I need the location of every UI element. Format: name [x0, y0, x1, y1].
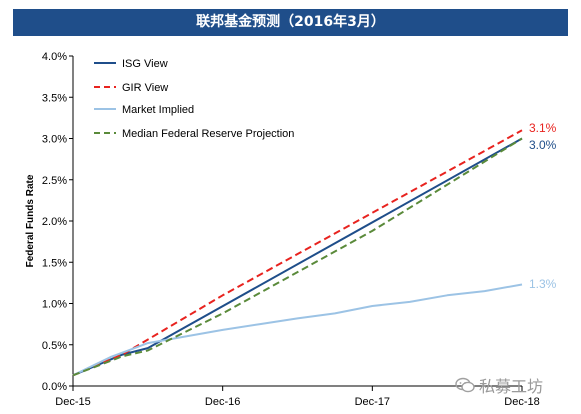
- wechat-icon: [455, 377, 475, 393]
- series-line-2: [72, 283, 523, 377]
- y-tick-label: 0.0%: [42, 381, 67, 393]
- chart-axes: 0.0% 0.5% 1.0% 1.5% 2.0% 2.5% 3.0% 3.5% 4.0% Dec-…: [25, 51, 540, 408]
- legend-label: Median Federal Reserve Projection: [122, 128, 294, 140]
- end-value-label: 3.0%: [529, 138, 557, 152]
- y-tick-label: 1.0%: [42, 299, 67, 311]
- y-tick-label: 0.5%: [42, 340, 67, 352]
- end-value-label: 1.3%: [529, 277, 557, 291]
- chart-title: 联邦基金预测（2016年3月）: [13, 9, 568, 36]
- series-line-1: [72, 129, 523, 377]
- x-tick-label: Dec-17: [355, 396, 390, 408]
- end-labels: 3.0% 3.1% 1.3%: [529, 121, 557, 291]
- end-value-label: 3.1%: [529, 121, 557, 135]
- series-line-0: [72, 137, 523, 377]
- x-tick-label: Dec-18: [504, 396, 539, 408]
- x-tick-label: Dec-15: [55, 396, 90, 408]
- y-tick-label: 2.5%: [42, 175, 67, 187]
- series-line-3: [72, 137, 523, 377]
- watermark: 私募工坊: [455, 373, 543, 397]
- y-tick-label: 1.5%: [42, 257, 67, 269]
- x-tick-label: Dec-16: [205, 396, 240, 408]
- legend-label: Market Implied: [122, 104, 194, 116]
- legend-label: ISG View: [122, 58, 168, 70]
- watermark-text: 私募工坊: [479, 377, 544, 396]
- y-tick-label: 3.0%: [42, 134, 67, 146]
- y-tick-label: 3.5%: [42, 92, 67, 104]
- chart-series: [72, 129, 523, 377]
- chart-legend: ISG View GIR View Market Implied Median Fed…: [94, 58, 294, 140]
- y-axis-title: Federal Funds Rate: [25, 174, 36, 267]
- y-tick-label: 2.0%: [42, 216, 67, 228]
- legend-label: GIR View: [122, 82, 168, 94]
- y-tick-label: 4.0%: [42, 51, 67, 63]
